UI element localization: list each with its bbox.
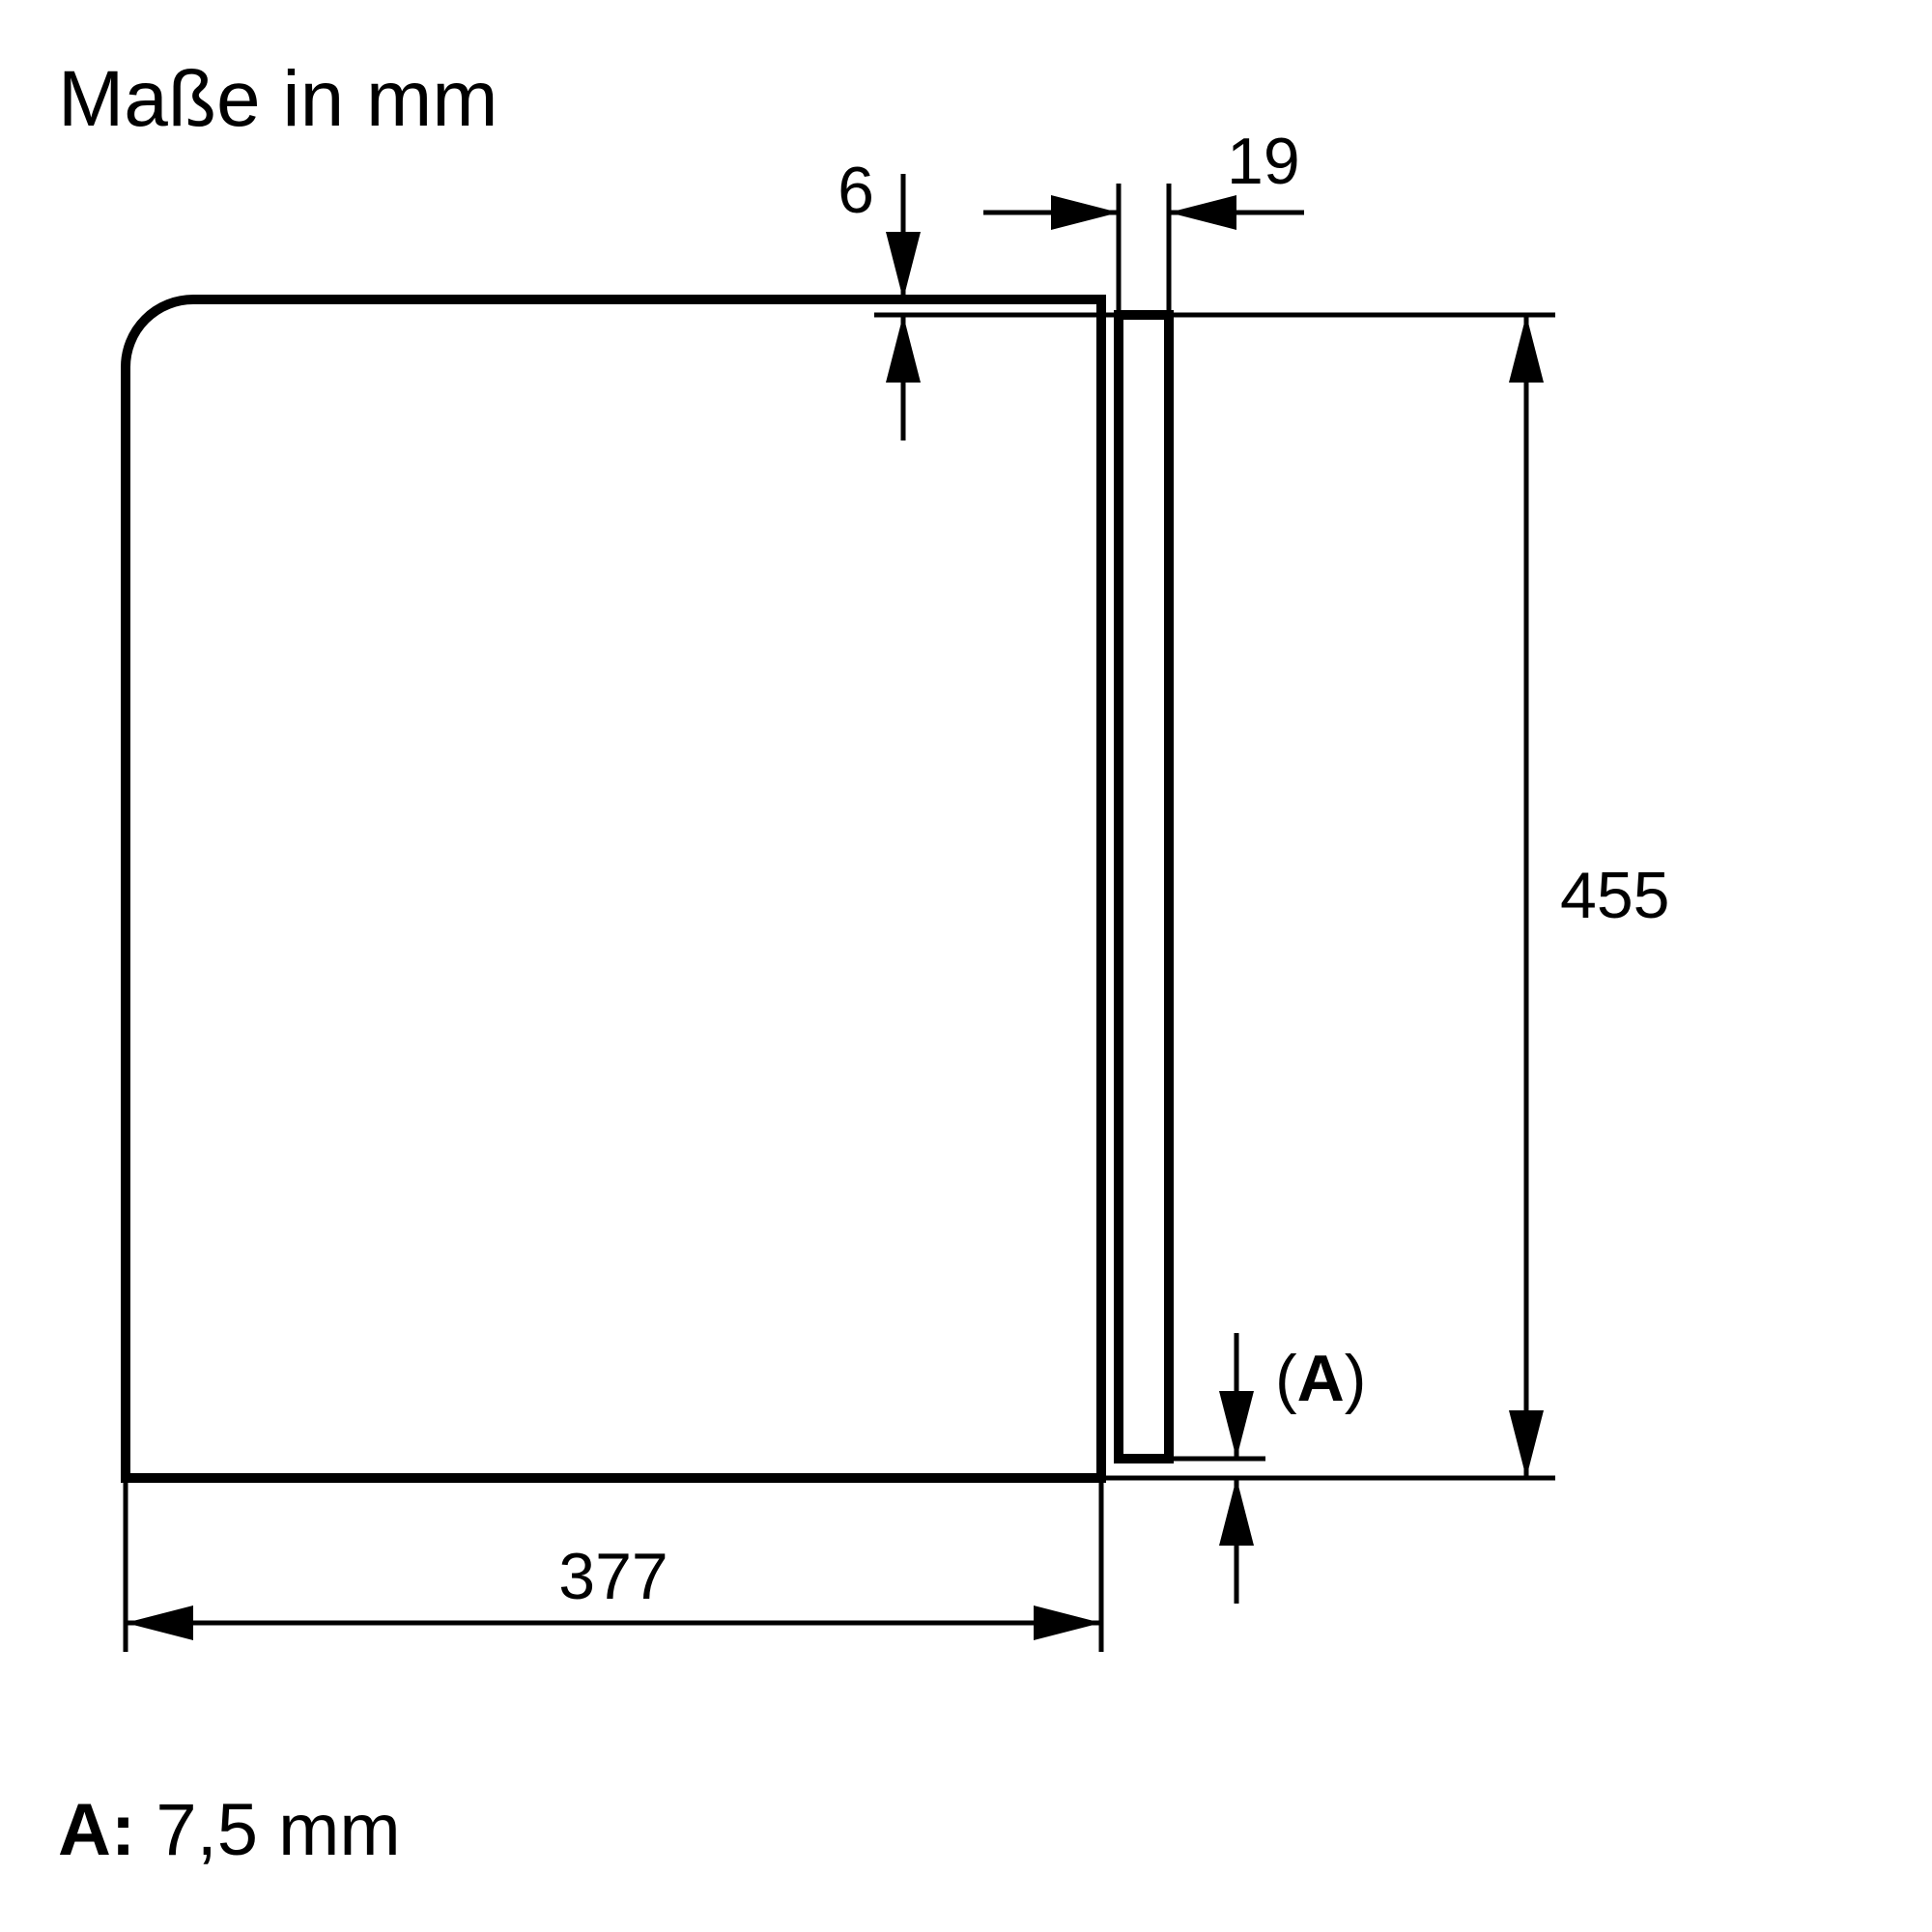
main-body-outline	[126, 299, 1101, 1478]
arrow-19-toL	[1051, 195, 1119, 230]
arrow-6-down	[886, 232, 921, 299]
footnote: A: 7,5 mm	[58, 1789, 401, 1871]
dim-455: 455	[1560, 859, 1669, 932]
arrow-455-bottom	[1509, 1410, 1544, 1478]
dimension-drawing: Maße in mm 377 455 6 19 (A) A: 7,5 mm	[0, 0, 1932, 1932]
arrow-19-toR	[1169, 195, 1236, 230]
dim-377: 377	[558, 1540, 668, 1613]
arrow-A-up	[1219, 1478, 1254, 1546]
arrow-377-left	[126, 1605, 193, 1640]
arrow-A-down	[1219, 1391, 1254, 1459]
arrow-377-right	[1034, 1605, 1101, 1640]
arrow-455-top	[1509, 315, 1544, 383]
title: Maße in mm	[58, 55, 498, 143]
dim-A: (A)	[1275, 1342, 1366, 1415]
arrow-6-up	[886, 315, 921, 383]
tab-outline	[1119, 315, 1169, 1459]
dim-19: 19	[1227, 125, 1300, 198]
dim-6: 6	[838, 154, 874, 227]
